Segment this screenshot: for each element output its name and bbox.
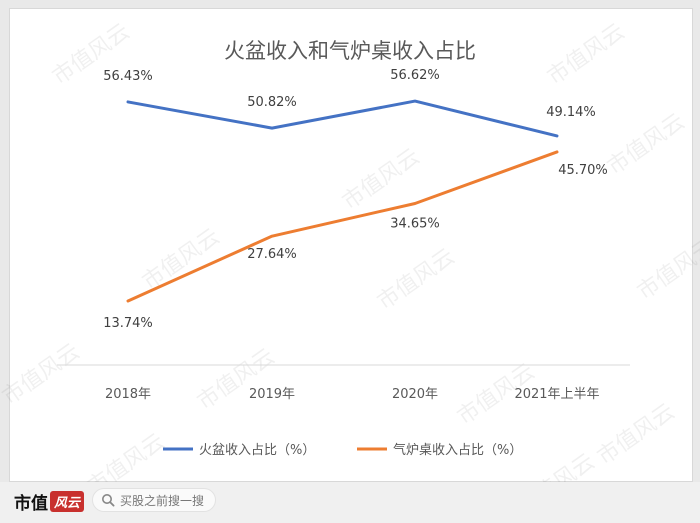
data-label-series-2: 27.64% bbox=[247, 247, 297, 262]
chart-card bbox=[9, 8, 693, 482]
data-label-series-1: 56.43% bbox=[103, 69, 153, 84]
watermark-text: 市值风云 bbox=[373, 244, 459, 315]
watermark-text: 市值风云 bbox=[633, 234, 700, 305]
legend-label-2: 气炉桌收入占比（%） bbox=[393, 442, 522, 458]
series-layer: 56.43% 50.82% 56.62% 49.14% 13.74% 27.64% 34.6… bbox=[103, 68, 608, 331]
x-tick-labels: 2018年 2019年 2020年 2021年上半年 bbox=[105, 387, 600, 402]
data-label-series-1: 56.62% bbox=[390, 68, 440, 83]
search-placeholder: 买股之前搜一搜 bbox=[120, 493, 205, 508]
x-tick-label: 2020年 bbox=[392, 387, 438, 402]
watermark-text: 市值风云 bbox=[0, 339, 84, 410]
search-box[interactable]: 买股之前搜一搜 bbox=[92, 488, 216, 512]
brand-badge: 风云 bbox=[50, 490, 85, 512]
brand-logo: 市值 风云 bbox=[14, 488, 85, 514]
x-tick-label: 2019年 bbox=[249, 387, 295, 402]
search-icon bbox=[102, 494, 115, 507]
legend-label-1: 火盆收入占比（%） bbox=[199, 443, 315, 458]
watermark-text: 市值风云 bbox=[593, 399, 679, 470]
x-tick-label: 2018年 bbox=[105, 387, 151, 402]
watermark-text: 市值风云 bbox=[603, 109, 689, 180]
x-tick-label: 2021年上半年 bbox=[514, 387, 599, 402]
data-label-series-2: 13.74% bbox=[103, 316, 153, 331]
chart-title: 火盆收入和气炉桌收入占比 bbox=[224, 39, 476, 63]
data-label-series-2: 34.65% bbox=[390, 216, 440, 231]
brand-text: 市值 bbox=[14, 493, 48, 514]
data-label-series-1: 50.82% bbox=[247, 95, 297, 110]
legend: 火盆收入占比（%） 气炉桌收入占比（%） bbox=[163, 442, 522, 458]
watermark-text: 市值风云 bbox=[543, 19, 629, 90]
series-line-2 bbox=[126, 150, 559, 303]
data-label-series-2: 45.70% bbox=[558, 163, 608, 178]
series-line-1 bbox=[126, 99, 559, 138]
watermark-text: 市值风云 bbox=[193, 344, 279, 415]
data-label-series-1: 49.14% bbox=[546, 105, 596, 120]
watermark-text: 市值风云 bbox=[138, 224, 224, 295]
